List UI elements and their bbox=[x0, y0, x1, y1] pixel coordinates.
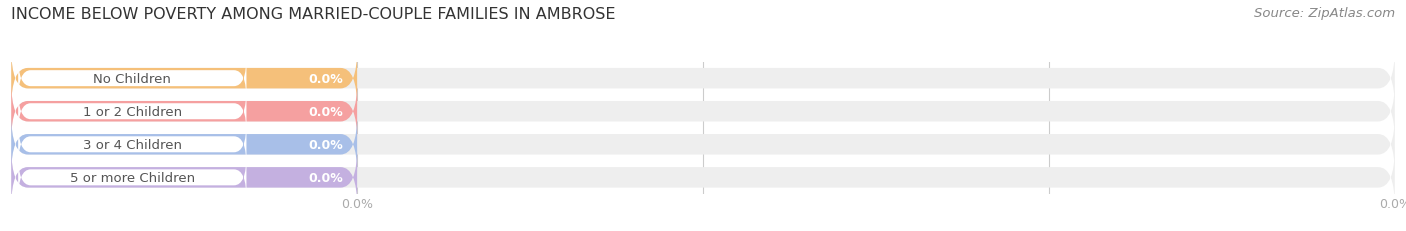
Text: 1 or 2 Children: 1 or 2 Children bbox=[83, 105, 181, 118]
Text: Source: ZipAtlas.com: Source: ZipAtlas.com bbox=[1254, 7, 1395, 20]
FancyBboxPatch shape bbox=[18, 156, 246, 199]
FancyBboxPatch shape bbox=[11, 82, 1395, 141]
FancyBboxPatch shape bbox=[18, 123, 246, 166]
FancyBboxPatch shape bbox=[18, 57, 246, 100]
Text: 0.0%: 0.0% bbox=[308, 171, 343, 184]
FancyBboxPatch shape bbox=[11, 148, 1395, 207]
Text: 0.0%: 0.0% bbox=[308, 105, 343, 118]
Text: No Children: No Children bbox=[93, 72, 172, 85]
Text: INCOME BELOW POVERTY AMONG MARRIED-COUPLE FAMILIES IN AMBROSE: INCOME BELOW POVERTY AMONG MARRIED-COUPL… bbox=[11, 7, 616, 22]
FancyBboxPatch shape bbox=[11, 82, 357, 141]
Text: 0.0%: 0.0% bbox=[308, 72, 343, 85]
FancyBboxPatch shape bbox=[11, 115, 1395, 174]
Text: 3 or 4 Children: 3 or 4 Children bbox=[83, 138, 181, 151]
FancyBboxPatch shape bbox=[11, 49, 1395, 108]
FancyBboxPatch shape bbox=[11, 148, 357, 207]
FancyBboxPatch shape bbox=[18, 90, 246, 134]
Text: 0.0%: 0.0% bbox=[308, 138, 343, 151]
FancyBboxPatch shape bbox=[11, 115, 357, 174]
Text: 5 or more Children: 5 or more Children bbox=[70, 171, 195, 184]
FancyBboxPatch shape bbox=[11, 49, 357, 108]
